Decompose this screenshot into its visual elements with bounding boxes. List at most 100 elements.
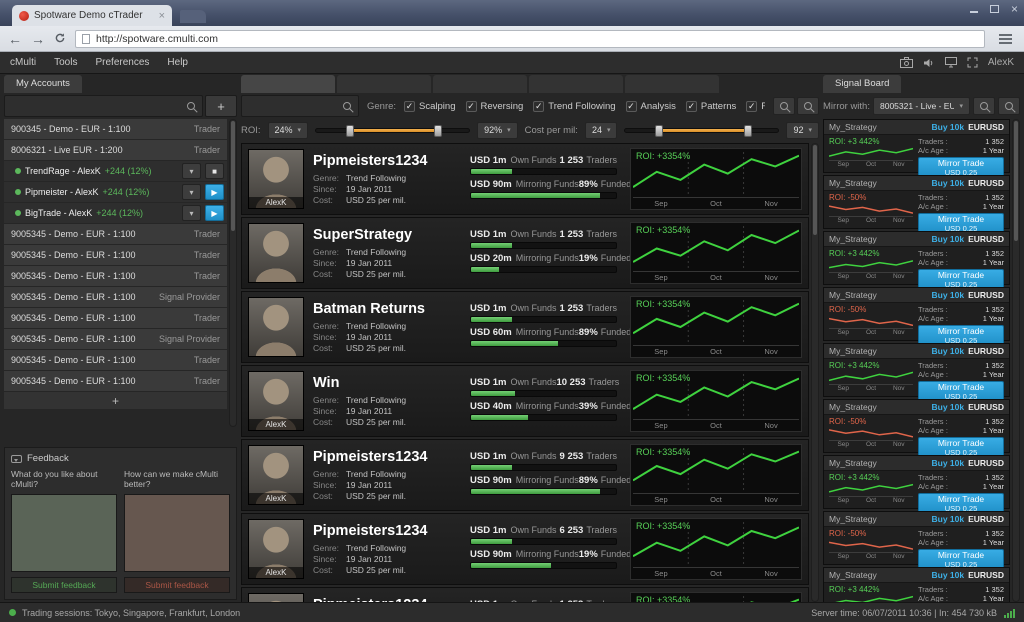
accounts-scrollbar[interactable] [229,119,237,427]
tab-my-accounts[interactable]: My Accounts [4,75,82,93]
account-row[interactable]: 9005345 - Demo - EUR - 1:100 Trader [4,350,227,370]
account-row[interactable]: 900345 - Demo - EUR - 1:100 Trader [4,119,227,139]
strategy-card[interactable]: AlexK Pipmeisters1234 Genre:Trend Follow… [241,143,809,215]
genre-checkbox[interactable]: ✓ Trend Following [533,100,616,112]
strategy-card[interactable]: AlexK Pipmeisters1234 Genre:Trend Follow… [241,439,809,511]
feedback-textarea-like[interactable] [11,494,117,572]
signal-card[interactable]: My_Strategy Buy 10k EURUSD ROI: -50% Sep O… [823,175,1010,235]
close-icon[interactable]: × [1010,2,1018,16]
account-row[interactable]: 9005345 - Demo - EUR - 1:100 Trader [4,245,227,265]
strategies-tab[interactable] [529,75,623,93]
roi-slider-handle-high[interactable] [434,124,443,137]
account-row[interactable]: 9005345 - Demo - EUR - 1:100 Trader [4,266,227,286]
tab-close-icon[interactable]: × [158,9,165,22]
strategy-action-button[interactable]: ■ [205,163,224,179]
cost-slider-handle-low[interactable] [655,124,664,137]
zoom-in-button[interactable] [998,97,1020,115]
strategy-action-button[interactable]: ▶ [205,205,224,221]
account-row[interactable]: 9005345 - Demo - EUR - 1:100 Signal Prov… [4,329,227,349]
menu-cmulti[interactable]: cMulti [10,57,37,68]
refresh-icon[interactable] [54,32,66,46]
roi-min-dropdown[interactable]: 24% ▾ [267,121,309,139]
genre-checkbox[interactable]: ✓ Freestyle [746,100,765,112]
display-icon[interactable] [944,57,957,68]
browser-menu-icon[interactable] [994,30,1016,47]
menu-tools[interactable]: Tools [54,57,78,68]
mirror-trade-button[interactable]: Mirror Trade USD 0.25 [918,437,1004,459]
back-icon[interactable]: ← [8,30,22,47]
genre-checkbox[interactable]: ✓ Patterns [685,100,736,112]
cost-range-slider[interactable] [624,124,780,137]
account-row[interactable]: 9005345 - Demo - EUR - 1:100 Trader [4,308,227,328]
strategy-row[interactable]: BigTrade - AlexK +244 (12%) ▾ ▶ [4,203,227,223]
account-row[interactable]: 9005345 - Demo - EUR - 1:100 Trader [4,371,227,391]
tab-signal-board[interactable]: Signal Board [823,75,902,93]
roi-range-slider[interactable] [315,124,471,137]
account-row[interactable]: 9005345 - Demo - EUR - 1:100 Signal Prov… [4,287,227,307]
volume-icon[interactable] [923,58,935,68]
browser-tab[interactable]: Spotware Demo cTrader × [12,5,172,26]
strategy-card[interactable]: AlexK Win Genre: Trend Following Since: 19… [241,365,809,437]
cost-min-dropdown[interactable]: 24 ▾ [584,121,618,139]
strategy-card[interactable]: AlexK Pipmeisters1234 Genre:Trend Follow… [241,587,809,602]
url-field[interactable]: http://spotware.cmulti.com [75,29,985,48]
strategies-scrollbar[interactable] [811,143,819,602]
strategies-tab[interactable] [337,75,431,93]
signal-card[interactable]: My_Strategy Buy 10k EURUSD ROI: -50% Sep O… [823,399,1010,459]
accounts-search-input[interactable] [4,95,203,117]
account-row[interactable]: 8006321 - Live EUR - 1:200 Trader [4,140,227,160]
genre-checkbox[interactable]: ✓ Scalping [404,100,456,112]
account-row[interactable]: 9005345 - Demo - EUR - 1:100 Trader [4,224,227,244]
strategy-action-button[interactable]: ▶ [205,184,224,200]
strategy-card[interactable]: AlexK Pipmeisters1234 Genre:Trend Follow… [241,513,809,585]
genre-checkbox[interactable]: ✓ Reversing [465,100,523,112]
strategies-tab[interactable] [241,75,335,93]
minimize-icon[interactable] [969,11,978,13]
strategy-card[interactable]: Batman Returns Genre: Trend Following Sin… [241,291,809,363]
user-label[interactable]: AlexK [987,57,1014,68]
forward-icon[interactable]: → [31,30,45,47]
strategy-dropdown-button[interactable]: ▾ [182,184,201,200]
add-row-button[interactable]: + [4,392,227,409]
signal-board-scrollbar-thumb[interactable] [1014,121,1018,241]
strategy-row[interactable]: TrendRage - AlexK +244 (12%) ▾ ■ [4,161,227,181]
strategy-card[interactable]: SuperStrategy Genre: Trend Following Sinc… [241,217,809,289]
zoom-out-button[interactable] [973,97,995,115]
strategies-scrollbar-thumb[interactable] [813,145,817,235]
zoom-out-button[interactable] [773,97,795,115]
signal-card[interactable]: My_Strategy Buy 10k EURUSD ROI: -50% Sep O… [823,287,1010,347]
zoom-in-button[interactable] [797,97,819,115]
genre-checkbox[interactable]: ✓ Analysis [625,100,676,112]
menu-help[interactable]: Help [167,57,188,68]
roi-slider-handle-low[interactable] [345,124,354,137]
fullscreen-icon[interactable] [967,57,978,68]
accounts-scrollbar-thumb[interactable] [231,121,235,231]
signal-card[interactable]: My_Strategy Buy 10k EURUSD ROI: -50% Sep O… [823,511,1010,571]
mirror-trade-button[interactable]: Mirror Trade USD 0.25 [918,493,1004,515]
maximize-icon[interactable] [989,5,999,13]
strategy-search-input[interactable] [241,95,359,117]
mirror-trade-button[interactable]: Mirror Trade USD 0.25 [918,549,1004,571]
submit-feedback-better-button[interactable]: Submit feedback [124,577,230,593]
strategies-tab[interactable] [625,75,719,93]
strategy-dropdown-button[interactable]: ▾ [182,205,201,221]
mirror-trade-button[interactable]: Mirror Trade USD 0.25 [918,325,1004,347]
strategy-dropdown-button[interactable]: ▾ [182,163,201,179]
menu-preferences[interactable]: Preferences [95,57,150,68]
mirror-trade-button[interactable]: Mirror Trade USD 0.25 [918,213,1004,235]
signal-board-scrollbar[interactable] [1012,119,1020,602]
cost-slider-handle-high[interactable] [743,124,752,137]
new-tab-button[interactable] [180,10,206,23]
add-account-button[interactable]: + [205,95,237,117]
strategies-tab[interactable] [433,75,527,93]
cost-max-dropdown[interactable]: 92 ▾ [786,121,820,139]
strategy-row[interactable]: Pipmeister - AlexK +244 (12%) ▾ ▶ [4,182,227,202]
snapshot-icon[interactable] [899,57,913,68]
roi-max-dropdown[interactable]: 92% ▾ [477,121,518,139]
submit-feedback-like-button[interactable]: Submit feedback [11,577,117,593]
